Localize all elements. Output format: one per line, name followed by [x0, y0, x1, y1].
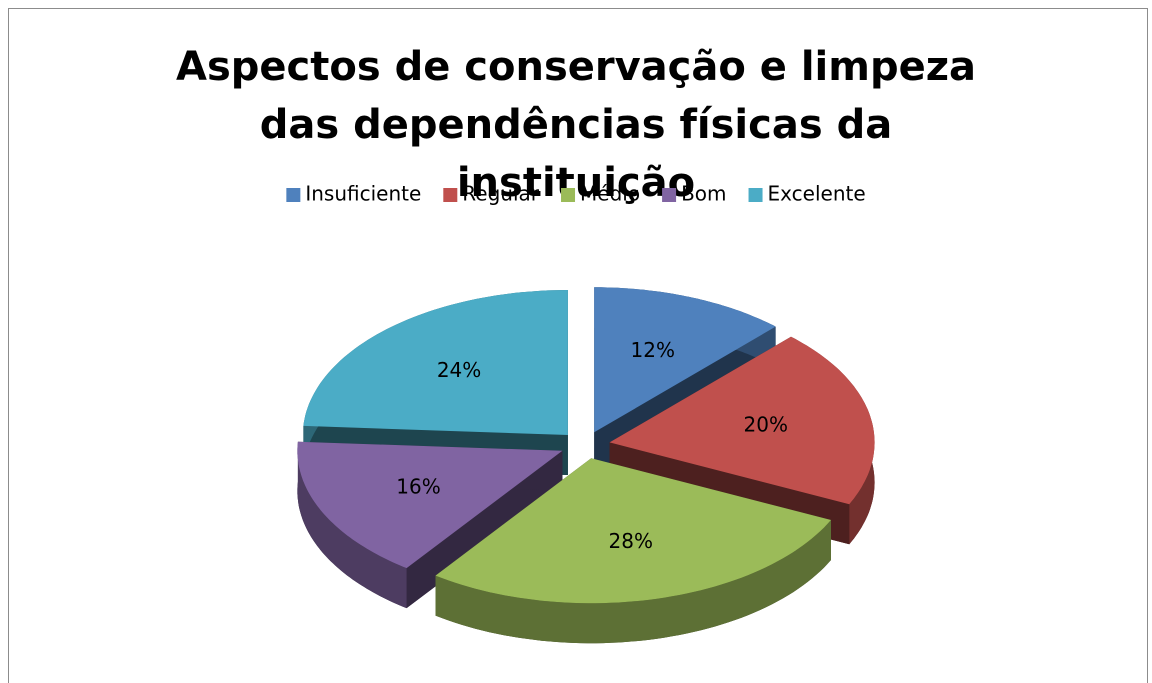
- legend-label: Bom: [681, 182, 726, 206]
- legend-label: Insuficiente: [305, 182, 421, 206]
- slice-top: [435, 458, 831, 604]
- chart-title: Aspectos de conservação e limpeza das de…: [176, 44, 976, 206]
- data-label: 20%: [744, 413, 788, 437]
- legend-label: Médio: [580, 182, 640, 206]
- slice-side: [435, 520, 831, 644]
- legend-swatch: [748, 188, 763, 202]
- slice: [609, 336, 875, 545]
- data-label: 28%: [609, 529, 653, 553]
- legend-swatch: [561, 188, 576, 202]
- slice-top: [297, 441, 563, 569]
- legend-swatch: [286, 188, 301, 202]
- slice: [435, 458, 831, 644]
- slice-side: [297, 441, 407, 609]
- legend-label: Regular: [462, 182, 539, 206]
- data-label: 16%: [396, 474, 440, 498]
- legend-label: Excelente: [768, 182, 866, 206]
- data-label: 12%: [631, 338, 675, 362]
- legend-swatch: [662, 188, 677, 202]
- slice-top: [594, 287, 776, 433]
- chart-frame: [8, 8, 1148, 683]
- data-label: 24%: [437, 358, 481, 382]
- legend-swatch: [443, 188, 458, 202]
- legend: Insuficiente Regular Médio Bom Excelente: [286, 182, 866, 206]
- slice-top: [303, 290, 568, 435]
- slice-top: [609, 336, 875, 505]
